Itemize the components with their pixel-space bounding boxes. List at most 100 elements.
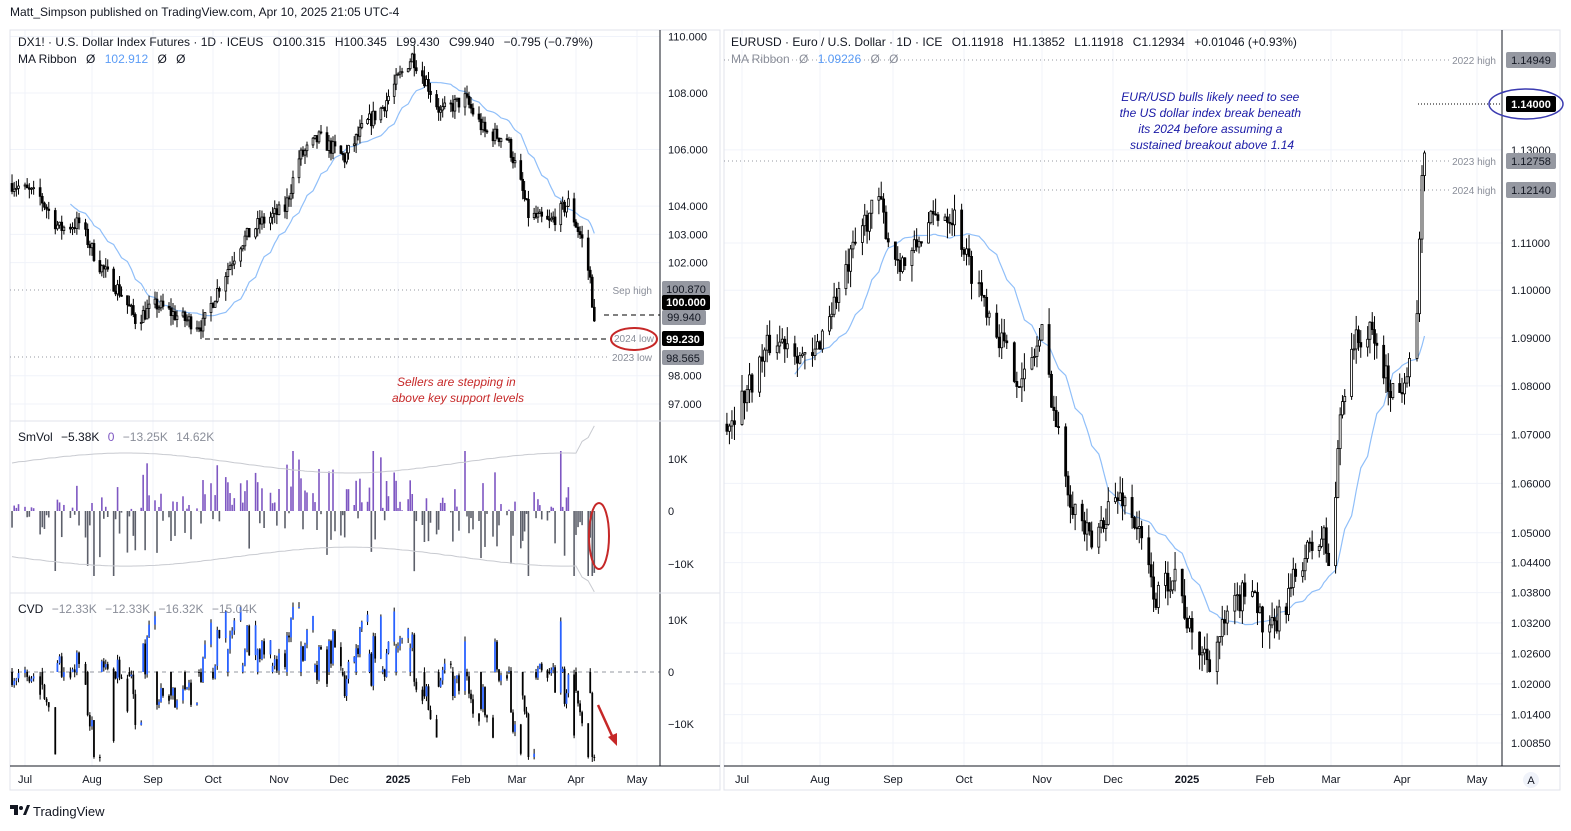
candle-body xyxy=(130,305,133,307)
cvd-bar xyxy=(15,678,18,681)
left-symbol[interactable]: DX1! · U.S. Dollar Index Futures · 1D · … xyxy=(18,35,263,49)
cvd-bar xyxy=(63,672,65,677)
ma-line xyxy=(70,81,595,317)
candle-body xyxy=(917,241,921,248)
cvd-bar xyxy=(202,657,204,682)
cvd-bar xyxy=(510,670,512,713)
auto-scale-button[interactable] xyxy=(1523,772,1539,788)
candle-body xyxy=(960,209,964,250)
candle-body xyxy=(421,70,424,77)
cvd-bar xyxy=(186,687,188,690)
candle-body xyxy=(90,243,94,249)
candle-body xyxy=(62,226,66,231)
2022-high-label: 2022 high xyxy=(1452,56,1496,67)
cvd-bar xyxy=(148,624,150,637)
left-open: O100.315 xyxy=(273,35,326,49)
candle-body xyxy=(728,425,731,432)
candle-body xyxy=(1064,426,1068,477)
candle-body xyxy=(301,149,305,156)
cvd-bar xyxy=(589,672,592,693)
candle-body xyxy=(590,276,594,308)
cvd-bar xyxy=(88,715,91,727)
candle-body xyxy=(114,290,117,295)
cvd-bar xyxy=(244,649,246,666)
cvd-bar xyxy=(334,631,336,648)
smvol-legend[interactable]: SmVol −5.38K 0 −13.25K 14.62K xyxy=(18,430,214,444)
sep-high-label: Sep high xyxy=(613,286,652,297)
price-tick-label: 103.000 xyxy=(668,229,708,241)
annotation-line: EUR/USD bulls likely need to see xyxy=(1121,90,1299,104)
axes: Jul Aug Sep Oct Nov Dec 2025 Feb Mar Apr May Jul Aug… xyxy=(18,31,1551,786)
candle-body xyxy=(748,374,751,391)
candle-body xyxy=(1164,572,1167,586)
price-tick-label: 97.000 xyxy=(668,399,702,411)
candle-body xyxy=(903,257,907,266)
candle-body xyxy=(429,90,432,95)
cvd-bar xyxy=(54,707,57,755)
cvd-value: −15.04K xyxy=(212,602,257,616)
candle-body xyxy=(167,305,171,309)
left-ma-legend[interactable]: MA Ribbon Ø 102.912 Ø Ø xyxy=(18,52,186,66)
na-value: Ø xyxy=(889,52,898,66)
candle-body xyxy=(509,139,513,158)
cvd-value: −12.33K xyxy=(105,602,150,616)
price-tick-label: 1.10000 xyxy=(1511,285,1551,297)
cvd-legend[interactable]: CVD −12.33K −12.33K −16.32K −15.04K xyxy=(18,602,257,616)
na-value: Ø xyxy=(157,52,166,66)
right-ma-legend[interactable]: MA Ribbon Ø 1.09226 Ø Ø xyxy=(731,52,899,66)
cvd-bar xyxy=(162,688,164,696)
candle-body xyxy=(118,284,121,296)
cvd-bar xyxy=(498,669,500,681)
price-label-bg xyxy=(662,331,704,346)
candle-body xyxy=(1012,342,1016,382)
candle-body xyxy=(745,389,749,404)
candle-body xyxy=(457,97,461,108)
cvd-bar xyxy=(26,672,29,677)
candle-body xyxy=(580,234,584,239)
candle-body xyxy=(898,259,902,272)
cvd-bar xyxy=(86,672,89,716)
candle-body xyxy=(394,74,398,85)
candle-body xyxy=(45,206,48,210)
candle-body xyxy=(327,140,331,151)
cvd-bar xyxy=(368,653,371,672)
candle-body xyxy=(1047,324,1051,375)
price-tick-label: 1.01400 xyxy=(1511,710,1551,722)
na-value: Ø xyxy=(799,52,808,66)
cvd-bar xyxy=(466,672,468,677)
candle-body xyxy=(398,71,402,75)
candle-body xyxy=(455,97,459,100)
candle-body xyxy=(410,53,414,63)
time-tick-label: Apr xyxy=(1393,774,1410,786)
candle-body xyxy=(406,68,410,73)
cvd-bar xyxy=(496,641,498,670)
candle-body xyxy=(139,321,143,324)
candle-body xyxy=(435,94,438,108)
candle-body xyxy=(396,73,400,76)
cvd-bar xyxy=(523,695,526,712)
price-tick-label: 102.000 xyxy=(668,258,708,270)
right-symbol[interactable]: EURUSD · Euro / U.S. Dollar · 1D · ICE xyxy=(731,35,942,49)
candle-body xyxy=(733,420,736,425)
price-tick-label: 106.000 xyxy=(668,145,708,157)
tradingview-logo-icon xyxy=(10,805,18,815)
cvd-bar xyxy=(449,663,452,665)
cvd-bar xyxy=(184,672,186,690)
candle-body xyxy=(1251,591,1254,597)
candle-body xyxy=(846,264,850,272)
candle-body xyxy=(1294,568,1298,577)
candle-body xyxy=(491,131,495,142)
candle-body xyxy=(536,213,540,218)
cvd-bar xyxy=(538,663,541,669)
candle-body xyxy=(311,137,315,146)
candle-body xyxy=(931,210,935,215)
candle-body xyxy=(1185,617,1189,629)
candle-body xyxy=(88,244,92,249)
candle-body xyxy=(1352,348,1356,351)
candle-body xyxy=(47,208,51,211)
cvd-bar xyxy=(246,625,248,650)
candle-body xyxy=(1180,568,1184,597)
ma-name: MA Ribbon xyxy=(18,52,77,66)
cvd-bar xyxy=(302,646,304,661)
